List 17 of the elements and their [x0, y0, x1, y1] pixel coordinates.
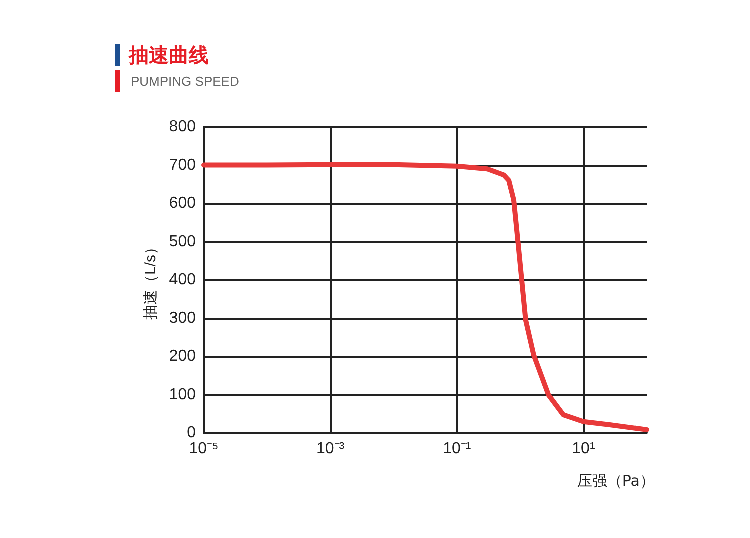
- x-axis-title: 压强（Pa）: [577, 472, 655, 491]
- y-tick-label: 700: [169, 156, 196, 174]
- y-tick-label: 100: [169, 386, 196, 404]
- chart-title: 抽速曲线: [129, 42, 209, 69]
- y-tick-label: 600: [169, 195, 196, 212]
- y-tick-label: 0: [187, 424, 196, 442]
- y-tick-label: 400: [169, 272, 196, 288]
- y-tick-label: 500: [169, 233, 196, 250]
- y-axis-title: 抽速（L/s）: [142, 240, 160, 320]
- chart-subtitle: PUMPING SPEED: [131, 74, 240, 89]
- x-tick-label: 10⁻³: [316, 440, 346, 458]
- y-tick-label: 300: [169, 310, 196, 327]
- x-tick-label: 10¹: [572, 440, 596, 458]
- x-tick-label: 10⁻⁵: [189, 440, 219, 458]
- y-tick-label: 200: [169, 348, 196, 365]
- x-tick-label: 10⁻¹: [443, 440, 472, 458]
- y-tick-label: 800: [169, 118, 196, 136]
